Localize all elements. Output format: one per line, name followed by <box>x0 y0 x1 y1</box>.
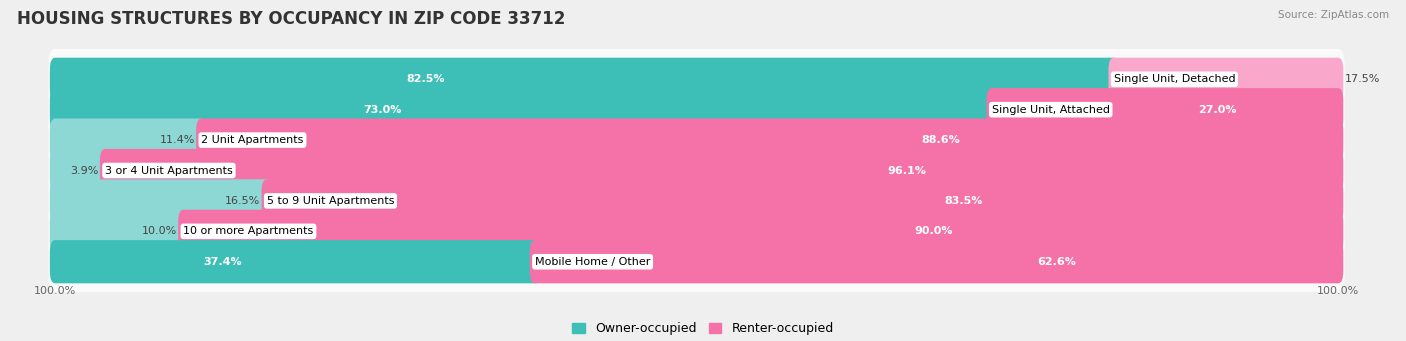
Text: 96.1%: 96.1% <box>887 165 927 176</box>
Text: 11.4%: 11.4% <box>159 135 195 145</box>
Text: 83.5%: 83.5% <box>943 196 983 206</box>
Text: HOUSING STRUCTURES BY OCCUPANCY IN ZIP CODE 33712: HOUSING STRUCTURES BY OCCUPANCY IN ZIP C… <box>17 10 565 28</box>
Text: Source: ZipAtlas.com: Source: ZipAtlas.com <box>1278 10 1389 20</box>
Text: 3 or 4 Unit Apartments: 3 or 4 Unit Apartments <box>105 165 233 176</box>
Text: 5 to 9 Unit Apartments: 5 to 9 Unit Apartments <box>267 196 394 206</box>
FancyBboxPatch shape <box>49 179 271 223</box>
FancyBboxPatch shape <box>49 58 1119 101</box>
Text: Single Unit, Detached: Single Unit, Detached <box>1114 74 1236 84</box>
FancyBboxPatch shape <box>49 79 1344 140</box>
Text: 82.5%: 82.5% <box>406 74 444 84</box>
FancyBboxPatch shape <box>530 240 1343 283</box>
FancyBboxPatch shape <box>197 118 1343 162</box>
Text: 88.6%: 88.6% <box>921 135 960 145</box>
FancyBboxPatch shape <box>49 170 1344 231</box>
Text: 10.0%: 10.0% <box>142 226 177 236</box>
Text: 3.9%: 3.9% <box>70 165 98 176</box>
FancyBboxPatch shape <box>1108 58 1343 101</box>
Text: 2 Unit Apartments: 2 Unit Apartments <box>201 135 304 145</box>
Text: 90.0%: 90.0% <box>915 226 953 236</box>
FancyBboxPatch shape <box>49 118 207 162</box>
FancyBboxPatch shape <box>49 149 110 192</box>
FancyBboxPatch shape <box>49 210 188 253</box>
FancyBboxPatch shape <box>100 149 1343 192</box>
FancyBboxPatch shape <box>262 179 1343 223</box>
FancyBboxPatch shape <box>49 240 540 283</box>
Text: Single Unit, Attached: Single Unit, Attached <box>991 105 1109 115</box>
Text: 73.0%: 73.0% <box>364 105 402 115</box>
FancyBboxPatch shape <box>49 110 1344 170</box>
Text: 10 or more Apartments: 10 or more Apartments <box>183 226 314 236</box>
FancyBboxPatch shape <box>49 88 997 131</box>
FancyBboxPatch shape <box>49 49 1344 110</box>
Text: 37.4%: 37.4% <box>204 257 242 267</box>
Text: 62.6%: 62.6% <box>1038 257 1077 267</box>
FancyBboxPatch shape <box>49 231 1344 292</box>
Text: 27.0%: 27.0% <box>1198 105 1236 115</box>
FancyBboxPatch shape <box>49 201 1344 262</box>
Text: 16.5%: 16.5% <box>225 196 260 206</box>
Text: Mobile Home / Other: Mobile Home / Other <box>534 257 651 267</box>
FancyBboxPatch shape <box>987 88 1343 131</box>
FancyBboxPatch shape <box>49 140 1344 201</box>
Text: 17.5%: 17.5% <box>1344 74 1379 84</box>
FancyBboxPatch shape <box>179 210 1343 253</box>
Legend: Owner-occupied, Renter-occupied: Owner-occupied, Renter-occupied <box>572 322 834 335</box>
